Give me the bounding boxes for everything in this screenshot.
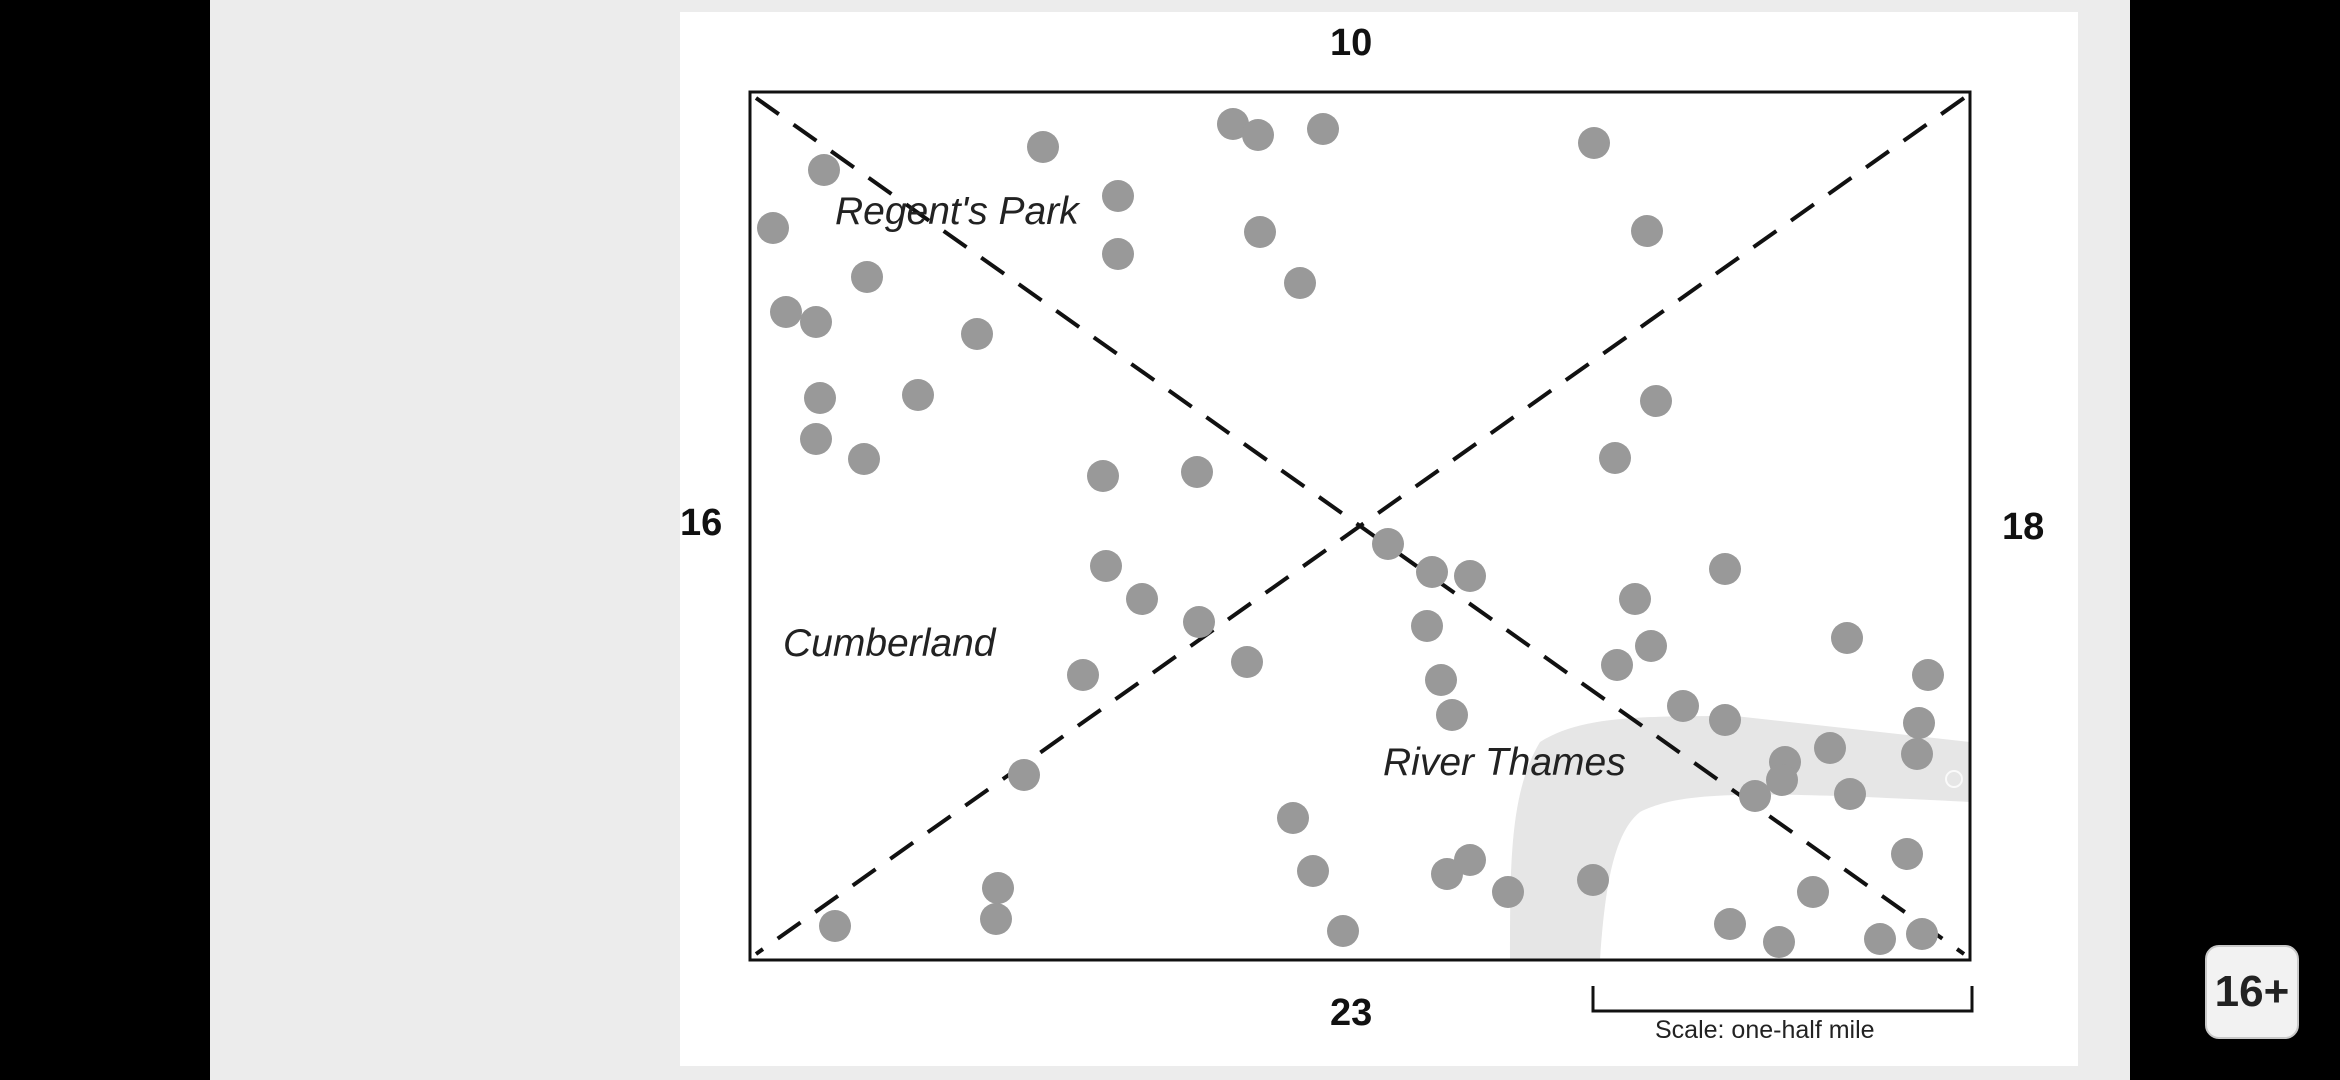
location-dot <box>1027 131 1059 163</box>
location-dot <box>851 261 883 293</box>
scale-bar <box>1591 986 1974 1013</box>
location-dot <box>848 443 880 475</box>
diagonal-top-right <box>754 96 1966 956</box>
location-dot <box>1067 659 1099 691</box>
location-dot <box>1008 759 1040 791</box>
edge-label-top: 10 <box>1330 22 1373 64</box>
location-dot <box>1578 127 1610 159</box>
location-dot <box>1619 583 1651 615</box>
map-card: 10 16 18 23 Regent's Park Cumberland Riv… <box>680 12 2078 1066</box>
map-frame <box>748 90 1972 962</box>
edge-label-left: 16 <box>680 502 723 544</box>
location-dot <box>1217 108 1249 140</box>
location-dot <box>800 306 832 338</box>
location-dot <box>1766 764 1798 796</box>
location-dot <box>1090 550 1122 582</box>
video-stage: 10 16 18 23 Regent's Park Cumberland Riv… <box>210 0 2130 1080</box>
location-dot <box>1739 780 1771 812</box>
location-dot <box>1903 707 1935 739</box>
location-dot <box>1102 180 1134 212</box>
location-dot <box>1814 732 1846 764</box>
location-dot <box>1416 556 1448 588</box>
location-dot <box>1425 664 1457 696</box>
location-dot <box>757 212 789 244</box>
location-dot <box>1599 442 1631 474</box>
location-dot <box>1231 646 1263 678</box>
location-dot <box>1709 704 1741 736</box>
edge-label-right: 18 <box>2002 506 2045 548</box>
edge-label-bottom: 23 <box>1330 992 1373 1034</box>
location-dot <box>819 910 851 942</box>
location-dot <box>1244 216 1276 248</box>
location-dot <box>1181 456 1213 488</box>
location-dot <box>1864 923 1896 955</box>
location-dot <box>1912 659 1944 691</box>
location-dot <box>1436 699 1468 731</box>
place-regents-park: Regent's Park <box>835 190 1079 233</box>
location-dot <box>1834 778 1866 810</box>
location-dot <box>1901 738 1933 770</box>
location-dot <box>1284 267 1316 299</box>
river-thames-shape <box>1510 716 1970 960</box>
location-dot <box>980 903 1012 935</box>
location-dot <box>1891 838 1923 870</box>
location-dot <box>1183 606 1215 638</box>
scale-label: Scale: one-half mile <box>1655 1016 1875 1044</box>
place-river-thames: River Thames <box>1383 741 1626 784</box>
location-dot <box>1631 215 1663 247</box>
location-dot <box>1454 844 1486 876</box>
location-dot <box>808 154 840 186</box>
location-dot <box>1714 908 1746 940</box>
location-dot <box>804 382 836 414</box>
location-dot <box>1709 553 1741 585</box>
location-dot <box>770 296 802 328</box>
location-dot <box>1431 858 1463 890</box>
location-dot <box>1087 460 1119 492</box>
location-dot <box>1601 649 1633 681</box>
location-dot <box>1307 113 1339 145</box>
location-dot <box>1667 690 1699 722</box>
location-dots <box>757 108 1944 958</box>
location-dot <box>1242 119 1274 151</box>
map-figure <box>748 90 1974 1013</box>
age-rating-badge: 16+ <box>2205 945 2299 1039</box>
location-dot <box>1577 864 1609 896</box>
location-dot <box>1797 876 1829 908</box>
location-dot <box>1277 802 1309 834</box>
cursor-indicator <box>1945 770 1963 788</box>
location-dot <box>1492 876 1524 908</box>
location-dot <box>1297 855 1329 887</box>
location-dot <box>1411 610 1443 642</box>
location-dot <box>1454 560 1486 592</box>
location-dot <box>800 423 832 455</box>
location-dot <box>961 318 993 350</box>
location-dot <box>982 872 1014 904</box>
location-dot <box>1635 630 1667 662</box>
location-dot <box>1763 926 1795 958</box>
place-cumberland: Cumberland <box>783 622 996 665</box>
location-dot <box>1372 528 1404 560</box>
location-dot <box>1831 622 1863 654</box>
location-dot <box>1126 583 1158 615</box>
location-dot <box>902 379 934 411</box>
location-dot <box>1102 238 1134 270</box>
location-dot <box>1640 385 1672 417</box>
location-dot <box>1906 918 1938 950</box>
location-dot <box>1327 915 1359 947</box>
